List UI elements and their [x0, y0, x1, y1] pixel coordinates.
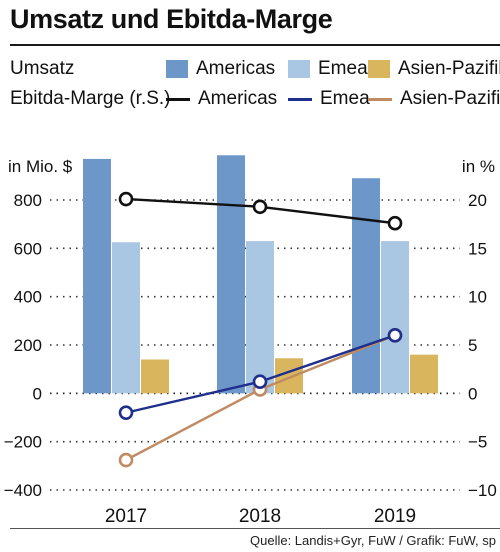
- legend-bars-label: Umsatz: [10, 58, 75, 79]
- legend-line-asia-label: Asien-Pazifik: [400, 88, 500, 109]
- bar-layer: [83, 155, 438, 394]
- legend-linekey-emea: [288, 97, 312, 101]
- legend-line-emea-label: Emea: [320, 88, 370, 109]
- legend-line-americas: Americas: [166, 88, 277, 110]
- legend-lines-label: Ebitda-Marge (r.S.): [10, 88, 171, 109]
- bar-emea: [246, 241, 274, 394]
- bar-emea: [112, 242, 140, 394]
- y-right-tick-label: −5: [468, 433, 487, 452]
- y-left-axis-label: in Mio. $: [8, 157, 73, 176]
- tick-layer: −400 −10 −200 −5 0 0 200 5 400 10 600 15 800 20 2017 20…: [4, 191, 497, 527]
- y-left-tick-label: 800: [14, 191, 42, 210]
- legend-lines: Ebitda-Marge (r.S.) Americas Emea Asien-…: [10, 86, 500, 114]
- legend-bar-asia-label: Asien-Pazifik: [398, 58, 500, 79]
- y-right-axis-label: in %: [462, 157, 495, 176]
- legend-bar-asia: Asien-Pazifik: [368, 58, 500, 80]
- y-right-tick-label: 5: [468, 336, 477, 355]
- line-asia-point: [118, 452, 134, 468]
- legend-bar-americas: Americas: [166, 58, 275, 80]
- legend-line-americas-label: Americas: [198, 88, 278, 109]
- x-tick-label: 2018: [239, 506, 281, 527]
- line-americas-point: [252, 199, 268, 215]
- legend-bar-emea-label: Emea: [318, 58, 368, 79]
- line-emea-point: [387, 328, 403, 343]
- y-right-tick-label: 15: [468, 239, 487, 258]
- legend-bar-emea: Emea: [288, 58, 368, 80]
- legend-swatch-asia: [368, 60, 390, 78]
- y-right-tick-label: 10: [468, 288, 487, 307]
- y-right-tick-label: 0: [468, 384, 477, 403]
- chart-title: Umsatz und Ebitda-Marge: [10, 4, 333, 34]
- legend-bars: Umsatz Americas Emea Asien-Pazifik: [10, 56, 500, 84]
- legend-swatch-americas: [166, 60, 188, 78]
- y-right-tick-label: 20: [468, 191, 487, 210]
- y-left-tick-label: −200: [4, 433, 42, 452]
- legend-linekey-asia: [368, 97, 392, 101]
- bar-emea: [381, 241, 409, 394]
- y-right-tick-label: −10: [468, 481, 497, 500]
- legend-line-asia: Asien-Pazifik: [368, 88, 500, 110]
- line-emea-point: [252, 374, 268, 390]
- source-rule: [10, 528, 500, 529]
- bar-americas: [83, 158, 111, 394]
- source-note: Quelle: Landis+Gyr, FuW / Grafik: FuW, s…: [250, 533, 496, 548]
- bar-americas: [217, 155, 245, 394]
- y-left-tick-label: 600: [14, 239, 42, 258]
- bar-asia: [141, 359, 169, 394]
- legend-line-emea: Emea: [288, 88, 370, 110]
- legend-bar-americas-label: Americas: [196, 58, 276, 79]
- y-left-tick-label: 400: [14, 288, 42, 307]
- line-layer: [118, 191, 403, 468]
- y-left-tick-label: 0: [33, 384, 42, 403]
- bar-americas: [352, 178, 380, 394]
- legend-linekey-americas: [166, 97, 190, 101]
- title-rule: [10, 44, 500, 46]
- legend-swatch-emea: [288, 60, 310, 78]
- y-left-tick-label: −400: [4, 481, 42, 500]
- bar-asia: [410, 354, 438, 394]
- x-tick-label: 2017: [105, 506, 147, 527]
- line-emea-point: [118, 405, 134, 420]
- x-tick-label: 2019: [374, 506, 416, 527]
- line-americas-point: [118, 191, 134, 207]
- y-left-tick-label: 200: [14, 336, 42, 355]
- line-americas-point: [387, 215, 403, 231]
